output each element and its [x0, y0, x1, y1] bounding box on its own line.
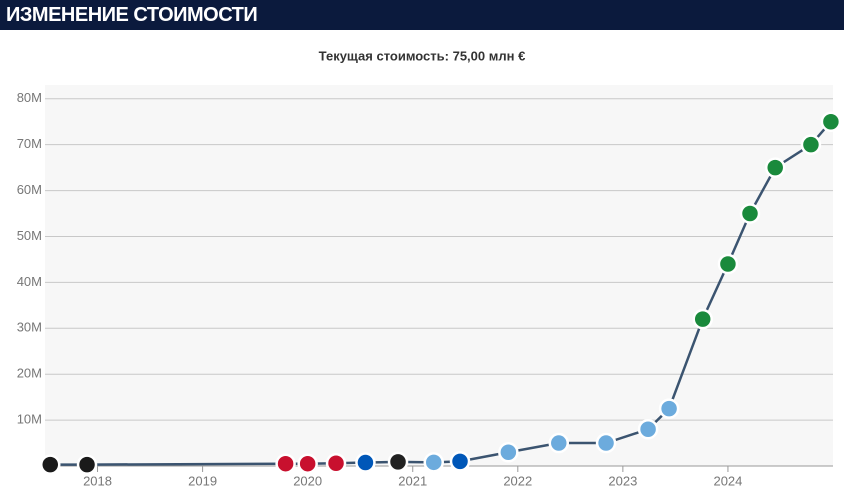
club-marker [800, 134, 822, 155]
y-tick-label: 70M [17, 136, 42, 151]
y-tick-label: 80M [17, 90, 42, 105]
club-marker [355, 452, 376, 473]
club-marker [325, 452, 347, 474]
club-marker [76, 454, 98, 475]
y-tick-label: 60M [17, 182, 42, 197]
y-tick-label: 50M [17, 228, 42, 243]
header-title: ИЗМЕНЕНИЕ СТОИМОСТИ [0, 0, 844, 30]
club-marker [692, 308, 713, 330]
club-marker [40, 454, 61, 475]
chart: Текущая стоимость: 75,00 млн € 10M 20M 30M… [17, 48, 842, 488]
club-marker [423, 452, 444, 473]
chart-subtitle: Текущая стоимость: 75,00 млн € [319, 48, 526, 63]
club-marker [449, 451, 471, 472]
y-tick-label: 20M [17, 366, 42, 381]
x-tick-label: 2018 [83, 473, 112, 488]
x-tick-label: 2021 [398, 473, 427, 488]
club-marker [658, 398, 680, 419]
x-tick-label: 2020 [293, 473, 322, 488]
club-marker [764, 157, 786, 178]
x-tick-label: 2022 [503, 473, 532, 488]
club-marker [297, 453, 318, 474]
club-marker [717, 253, 739, 275]
y-tick-label: 40M [17, 274, 42, 289]
x-tick-label: 2024 [713, 473, 742, 488]
club-marker [275, 453, 296, 474]
y-tick-label: 30M [17, 320, 42, 335]
club-marker [637, 419, 659, 440]
club-marker [595, 432, 617, 454]
club-marker [739, 203, 761, 224]
club-marker [387, 451, 409, 473]
club-marker [498, 441, 519, 463]
club-marker [820, 111, 842, 132]
club-marker [548, 432, 570, 454]
plot-background [45, 85, 833, 466]
x-tick-label: 2023 [608, 473, 637, 488]
y-tick-label: 10M [17, 412, 42, 427]
x-tick-label: 2019 [188, 473, 217, 488]
